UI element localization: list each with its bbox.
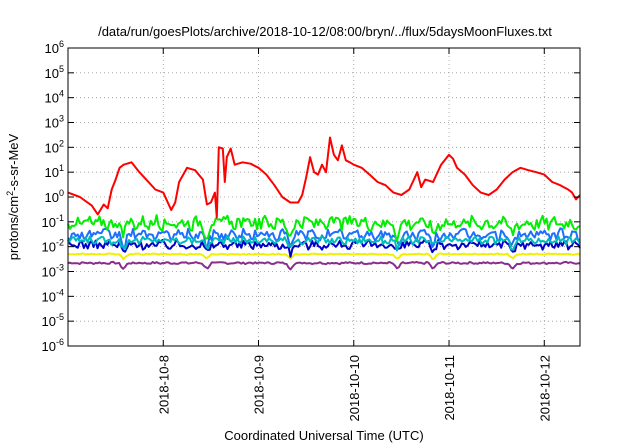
- y-tick-label: 10-4: [42, 287, 64, 304]
- y-tick-label: 101: [45, 163, 64, 180]
- y-tick-label: 105: [45, 64, 64, 81]
- y-tick-label: 10-6: [42, 337, 64, 354]
- flux-line: [67, 260, 581, 271]
- x-axis-label: Coordinated Universal Time (UTC): [224, 428, 423, 443]
- y-tick-label: 10-2: [42, 238, 64, 255]
- flux-line: [67, 214, 581, 243]
- y-axis-ticks: 10-6 10-5 10-4 10-3 10-2 10-1 100 101 102 103 104 1…: [42, 39, 580, 354]
- x-tick-label: 2018-10-8: [156, 355, 171, 414]
- series-layer: [67, 136, 581, 271]
- x-tick-label: 2018-10-11: [442, 355, 457, 421]
- y-tick-label: 102: [45, 138, 64, 155]
- flux-line: [67, 252, 581, 260]
- x-tick-label: 2018-10-12: [537, 355, 552, 422]
- grid-lines: [68, 48, 580, 346]
- y-axis-label: protons/cm2-s-sr-MeV: [5, 133, 21, 260]
- y-tick-label: 100: [45, 188, 64, 205]
- flux-line-red: [67, 136, 581, 219]
- y-tick-label: 106: [45, 39, 64, 56]
- y-tick-label: 103: [45, 114, 64, 131]
- flux-line: [67, 234, 581, 252]
- x-tick-label: 2018-10-9: [252, 355, 267, 414]
- y-tick-label: 10-1: [42, 213, 64, 230]
- chart-title: /data/run/goesPlots/archive/2018-10-12/0…: [98, 24, 552, 39]
- y-tick-label: 104: [45, 89, 64, 106]
- x-tick-label: 2018-10-10: [347, 355, 362, 422]
- x-axis-ticks: 2018-10-8 2018-10-9 2018-10-10 2018-10-11 20…: [156, 48, 552, 422]
- y-tick-label: 10-3: [42, 263, 64, 280]
- y-tick-label: 10-5: [42, 312, 64, 329]
